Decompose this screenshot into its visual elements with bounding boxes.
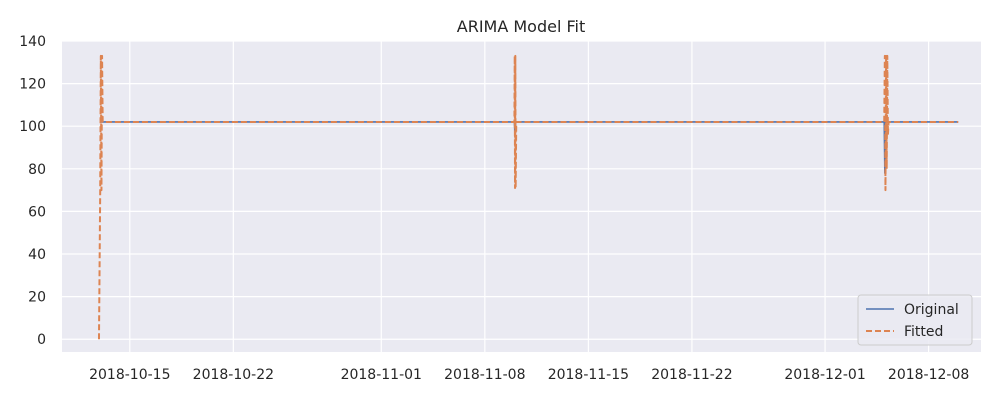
y-tick-label: 20 xyxy=(28,290,46,306)
plot-area xyxy=(62,41,981,352)
x-tick-label: 2018-11-22 xyxy=(651,367,732,383)
x-tick-label: 2018-10-22 xyxy=(193,367,274,383)
x-tick-label: 2018-12-08 xyxy=(888,367,969,383)
x-tick-label: 2018-11-15 xyxy=(548,367,629,383)
legend-box xyxy=(857,294,973,346)
x-tick-label: 2018-11-01 xyxy=(341,367,422,383)
y-tick-label: 100 xyxy=(19,119,46,135)
y-tick-label: 40 xyxy=(28,247,46,263)
tick-labels: 2018-10-15 2018-10-22 2018-11-01 2018-11-08… xyxy=(19,34,969,383)
y-tick-label: 80 xyxy=(28,162,46,178)
legend-label-fitted: Fitted xyxy=(904,324,943,340)
y-tick-label: 0 xyxy=(37,332,46,348)
legend-label-original: Original xyxy=(904,302,959,318)
series-lines xyxy=(97,54,959,340)
legend: Original Fitted xyxy=(857,294,973,346)
y-tick-label: 60 xyxy=(28,204,46,220)
chart-title: ARIMA Model Fit xyxy=(457,17,586,36)
x-tick-label: 2018-10-15 xyxy=(89,367,170,383)
y-tick-label: 120 xyxy=(19,77,46,93)
x-tick-label: 2018-11-08 xyxy=(444,367,525,383)
series-line-fitted xyxy=(97,54,959,340)
grid-lines xyxy=(62,40,981,352)
y-tick-label: 140 xyxy=(19,34,46,50)
x-tick-label: 2018-12-01 xyxy=(784,367,865,383)
